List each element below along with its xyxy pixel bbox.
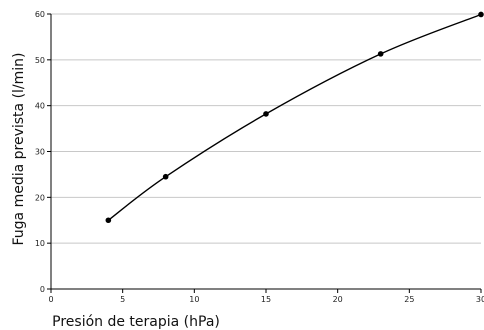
y-tick-label-4: 40 [35,102,45,111]
series-group [105,11,484,224]
x-tick-label-6: 30 [476,295,484,304]
data-point-2 [263,111,269,117]
y-tick-label-0: 0 [40,285,45,294]
x-axis-ticks: 0 5 10 15 20 25 30 [48,289,484,304]
x-axis-label: Presión de terapia (hPa) [52,314,220,330]
x-tick-label-5: 25 [404,295,414,304]
data-point-3 [377,51,384,57]
y-tick-label-3: 30 [35,148,45,157]
x-tick-label-3: 15 [261,295,271,304]
y-tick-label-2: 20 [35,193,45,202]
y-tick-label-5: 50 [35,56,45,65]
y-tick-label-1: 10 [35,239,45,248]
series-line-0 [107,13,482,221]
y-axis-ticks: 0 10 20 30 40 50 60 [35,10,51,294]
x-tick-label-2: 10 [189,295,199,304]
y-tick-label-6: 60 [35,10,45,19]
x-tick-label-0: 0 [48,295,53,304]
gridlines [51,13,481,244]
data-point-0 [105,217,112,224]
x-tick-label-1: 5 [120,295,125,304]
data-point-1 [162,173,169,180]
data-point-4 [478,11,484,18]
y-axis-label: Fuga media prevista (l/min) [11,53,27,246]
x-tick-label-4: 20 [333,295,343,304]
